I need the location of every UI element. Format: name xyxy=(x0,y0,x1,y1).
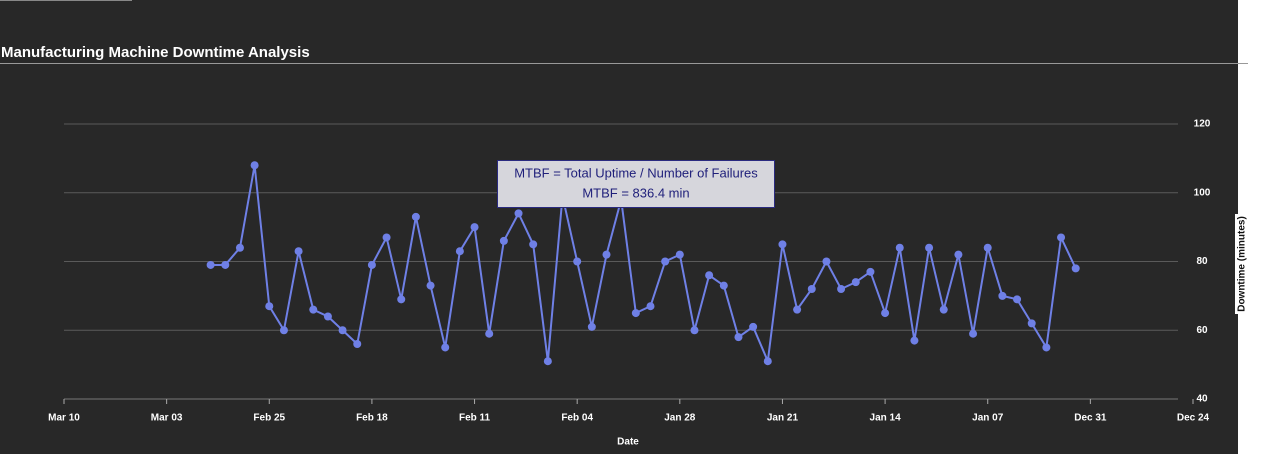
y-tick-label: 40 xyxy=(1196,394,1208,405)
data-point xyxy=(851,278,860,287)
y-tick-label: 120 xyxy=(1194,119,1211,130)
y-tick-label: 60 xyxy=(1196,325,1208,336)
data-point xyxy=(221,260,230,269)
data-point xyxy=(543,357,552,366)
data-point xyxy=(837,285,846,293)
data-point xyxy=(1027,319,1036,328)
data-point xyxy=(939,305,948,314)
data-point xyxy=(279,326,288,335)
x-tick-label: Mar 10 xyxy=(48,413,80,424)
data-point xyxy=(573,257,582,266)
data-point xyxy=(675,250,684,259)
data-point xyxy=(910,336,919,345)
data-point xyxy=(778,240,787,249)
data-point xyxy=(763,357,772,366)
data-point xyxy=(646,302,655,311)
data-point xyxy=(866,267,875,276)
data-point xyxy=(206,260,215,269)
data-point xyxy=(998,291,1007,300)
y-tick-label: 80 xyxy=(1196,256,1208,267)
data-point xyxy=(719,281,728,290)
x-tick-label: Jan 21 xyxy=(767,413,799,424)
data-point xyxy=(807,285,816,293)
y-axis-title-bg xyxy=(1235,214,1249,314)
data-point xyxy=(1013,295,1022,304)
data-point xyxy=(235,243,244,252)
data-point xyxy=(734,333,743,342)
data-point xyxy=(1071,264,1080,273)
x-tick-label: Dec 24 xyxy=(1177,413,1210,424)
data-point xyxy=(514,209,523,218)
data-point xyxy=(485,329,494,338)
data-point xyxy=(250,161,259,170)
data-point xyxy=(822,257,831,266)
panel xyxy=(0,0,1238,454)
x-tick-label: Feb 11 xyxy=(459,413,491,424)
data-point xyxy=(749,322,758,331)
data-point xyxy=(587,322,596,331)
x-tick-label: Mar 03 xyxy=(151,413,183,424)
data-point xyxy=(661,257,670,266)
data-point xyxy=(705,271,714,280)
x-tick-label: Dec 31 xyxy=(1074,413,1107,424)
data-point xyxy=(690,326,699,335)
data-point xyxy=(983,243,992,252)
x-tick-label: Feb 25 xyxy=(253,413,285,424)
data-point xyxy=(426,281,435,290)
x-tick-label: Feb 18 xyxy=(356,413,388,424)
data-point xyxy=(455,247,464,256)
data-point xyxy=(925,243,934,252)
x-tick-label: Feb 04 xyxy=(561,413,593,424)
data-point xyxy=(499,236,508,245)
x-tick-label: Jan 14 xyxy=(870,413,902,424)
data-point xyxy=(294,247,303,256)
y-axis-title: Downtime (minutes) xyxy=(1237,216,1248,312)
y-tick-label: 100 xyxy=(1194,187,1211,198)
chart-title: Manufacturing Machine Downtime Analysis xyxy=(1,44,310,61)
data-point xyxy=(309,305,318,314)
data-point xyxy=(382,233,391,242)
annotation-box xyxy=(497,160,775,208)
data-point xyxy=(881,309,890,318)
y-axis-title-group: Downtime (minutes) xyxy=(1235,214,1249,314)
data-point xyxy=(397,295,406,304)
data-point xyxy=(470,223,479,232)
data-point xyxy=(265,302,274,311)
x-axis-title: Date xyxy=(617,437,639,448)
data-point xyxy=(367,260,376,269)
annotation-line: MTBF = Total Uptime / Number of Failures xyxy=(514,165,758,180)
data-point xyxy=(954,250,963,259)
data-point xyxy=(338,326,347,335)
data-point xyxy=(793,305,802,314)
data-point xyxy=(631,309,640,318)
data-point xyxy=(323,312,332,321)
data-point xyxy=(353,340,362,348)
data-point xyxy=(1042,343,1051,352)
data-point xyxy=(441,343,450,352)
data-point xyxy=(895,243,904,252)
data-point xyxy=(411,212,420,221)
data-point xyxy=(969,329,978,338)
data-point xyxy=(602,250,611,259)
annotation-line: MTBF = 836.4 min xyxy=(582,185,689,200)
data-point xyxy=(1057,233,1066,242)
x-tick-label: Jan 28 xyxy=(664,413,696,424)
x-tick-label: Jan 07 xyxy=(972,413,1004,424)
data-point xyxy=(529,240,538,249)
